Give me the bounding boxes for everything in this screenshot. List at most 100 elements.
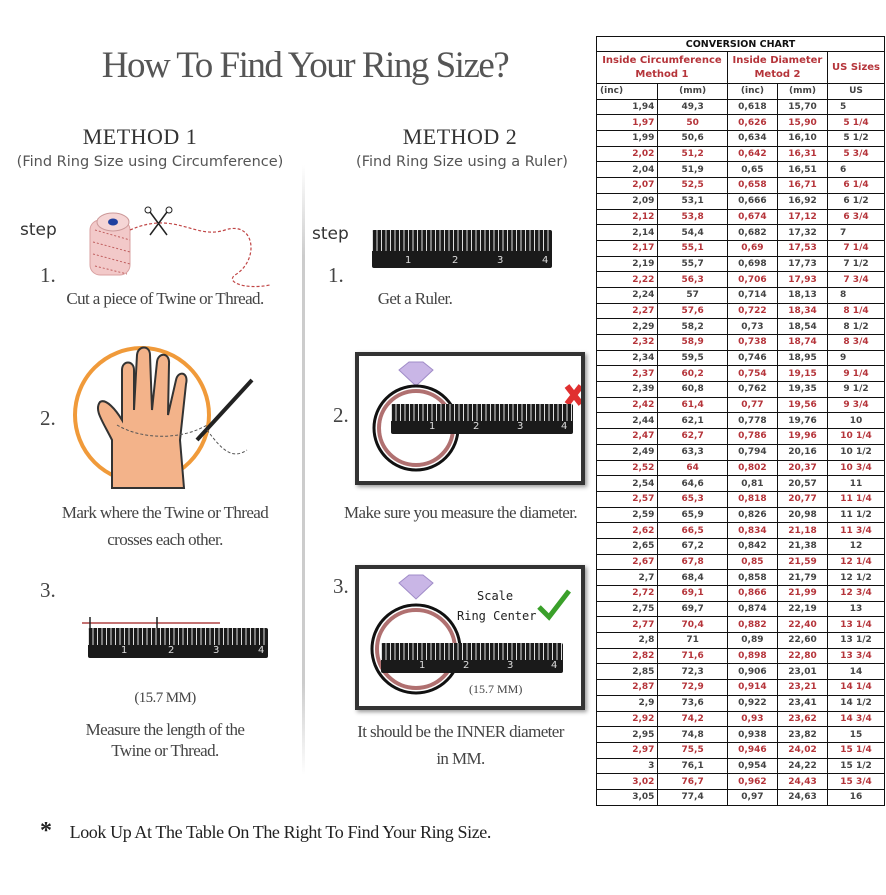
- ruler-icon: 1 2 3 4: [391, 404, 573, 434]
- circ-inch-cell: 2,29: [595, 318, 659, 335]
- circ-inch-cell: 2,37: [595, 365, 659, 383]
- diam-mm-cell: 18,34: [776, 302, 829, 320]
- method2-heading: METHOD 2: [402, 124, 518, 149]
- us-size-cell: 7 3/4: [827, 271, 885, 288]
- ruler-number: 3: [213, 645, 220, 656]
- circ-mm-cell: 76,7: [657, 773, 728, 790]
- us-size-cell: 15 1/4: [827, 741, 885, 759]
- diam-mm-cell: 19,56: [776, 396, 829, 414]
- diam-mm-cell: 20,37: [776, 459, 829, 477]
- hand-measure-icon: [73, 346, 254, 489]
- circ-mm-cell: 61,4: [657, 396, 728, 414]
- table-row: 2,62 66,5 0,834 21,18 11 3/4: [595, 522, 885, 539]
- thread-marked-icon: [82, 617, 220, 628]
- diam-inch-cell: 0,962: [726, 773, 778, 790]
- us-size-cell: 15: [827, 726, 885, 743]
- table-row: 2,04 51,9 0,65 16,51 6: [595, 161, 885, 179]
- table-row: 2,8 71 0,89 22,60 13 1/2: [595, 632, 885, 649]
- diam-inch-cell: 0,81: [726, 475, 778, 492]
- diam-mm-cell: 18,54: [776, 318, 829, 335]
- circ-mm-cell: 57,6: [657, 302, 728, 320]
- circ-mm-cell: 67,2: [657, 537, 728, 555]
- diam-mm-cell: 19,15: [776, 365, 829, 383]
- diam-mm-cell: 18,95: [776, 349, 829, 367]
- footer-note: * Look Up At The Table On The Right To Fi…: [40, 818, 491, 845]
- diam-inch-cell: 0,618: [726, 98, 778, 116]
- diam-inch-cell: 0,898: [726, 647, 778, 665]
- diam-inch-cell: 0,858: [726, 569, 778, 586]
- us-size-cell: 7 1/2: [827, 255, 885, 273]
- method1-subtitle: (Find Ring Size using Circumference): [16, 154, 284, 170]
- table-row: 2,57 65,3 0,818 20,77 11 1/4: [595, 490, 885, 508]
- table-row: 2,65 67,2 0,842 21,38 12: [595, 537, 885, 555]
- circ-mm-cell: 53,1: [657, 192, 728, 210]
- circ-inch-cell: 2,92: [595, 710, 659, 728]
- circ-mm-cell: 63,3: [657, 443, 728, 461]
- circ-inch-cell: 2,19: [595, 255, 659, 273]
- table-row: 2,09 53,1 0,666 16,92 6 1/2: [595, 192, 885, 210]
- diam-inch-cell: 0,69: [726, 239, 778, 257]
- table-row: 2,59 65,9 0,826 20,98 11 1/2: [595, 506, 885, 524]
- ring-center-label: Ring Center: [457, 609, 537, 623]
- circ-inch-cell: 3,05: [595, 788, 659, 806]
- table-row: 3,05 77,4 0,97 24,63 16: [595, 788, 885, 806]
- diam-mm-cell: 17,53: [776, 239, 829, 257]
- diam-inch-cell: 0,762: [726, 381, 778, 398]
- us-size-cell: 13 1/4: [827, 616, 885, 634]
- group2-line1: Inside Diameter: [732, 54, 823, 66]
- diam-inch-cell: 0,866: [726, 585, 778, 602]
- unit-header: US: [827, 83, 885, 100]
- column-divider: [302, 165, 305, 775]
- diam-mm-cell: 20,57: [776, 475, 829, 492]
- table-row: 2,37 60,2 0,754 19,15 9 1/4: [595, 365, 885, 383]
- diam-mm-cell: 17,93: [776, 271, 829, 288]
- table-row: 2,29 58,2 0,73 18,54 8 1/2: [595, 318, 885, 335]
- diam-inch-cell: 0,794: [726, 443, 778, 461]
- table-row: 2,87 72,9 0,914 23,21 14 1/4: [595, 679, 885, 696]
- table-row: 2,24 57 0,714 18,13 8: [595, 286, 885, 304]
- circ-inch-cell: 2,9: [595, 694, 659, 712]
- diam-inch-cell: 0,802: [726, 459, 778, 477]
- table-row: 2,07 52,5 0,658 16,71 6 1/4: [595, 177, 885, 194]
- diam-mm-cell: 22,60: [776, 632, 829, 649]
- diam-mm-cell: 15,70: [776, 98, 829, 116]
- circ-mm-cell: 74,2: [657, 710, 728, 728]
- table-row: 2,9 73,6 0,922 23,41 14 1/2: [595, 694, 885, 712]
- us-size-cell: 12 1/4: [827, 553, 885, 571]
- circ-inch-cell: 2,95: [595, 726, 659, 743]
- circ-mm-cell: 59,5: [657, 349, 728, 367]
- m1-step1-number: 1.: [40, 263, 56, 287]
- diam-inch-cell: 0,666: [726, 192, 778, 210]
- circ-inch-cell: 2,87: [595, 679, 659, 696]
- ruler-number: 1: [429, 421, 436, 432]
- diam-mm-cell: 19,35: [776, 381, 829, 398]
- circ-inch-cell: 2,67: [595, 553, 659, 571]
- us-size-cell: 10 3/4: [827, 459, 885, 477]
- table-row: 2,39 60,8 0,762 19,35 9 1/2: [595, 381, 885, 398]
- circ-inch-cell: 2,52: [595, 459, 659, 477]
- circ-inch-cell: 2,27: [595, 302, 659, 320]
- diam-inch-cell: 0,946: [726, 741, 778, 759]
- diam-inch-cell: 0,922: [726, 694, 778, 712]
- us-size-cell: 6 1/4: [827, 177, 885, 194]
- ruler-number: 2: [452, 255, 459, 266]
- ruler-number: 3: [497, 255, 504, 266]
- diam-mm-cell: 21,38: [776, 537, 829, 555]
- diam-mm-cell: 21,18: [776, 522, 829, 539]
- circ-inch-cell: 2,14: [595, 224, 659, 241]
- group-header-diameter: Inside Diameter Metod 2: [726, 51, 829, 84]
- diam-inch-cell: 0,682: [726, 224, 778, 241]
- circ-inch-cell: 2,47: [595, 428, 659, 445]
- us-size-cell: 12: [827, 537, 885, 555]
- table-row: 2,19 55,7 0,698 17,73 7 1/2: [595, 255, 885, 273]
- circ-inch-cell: 2,44: [595, 412, 659, 430]
- diam-inch-cell: 0,658: [726, 177, 778, 194]
- circ-inch-cell: 2,8: [595, 632, 659, 649]
- circ-mm-cell: 73,6: [657, 694, 728, 712]
- us-size-cell: 10 1/4: [827, 428, 885, 445]
- m2-step1-text: Get a Ruler.: [377, 289, 453, 308]
- table-row: 2,02 51,2 0,642 16,31 5 3/4: [595, 145, 885, 163]
- method2-step-label: step: [312, 224, 349, 244]
- diam-mm-cell: 19,76: [776, 412, 829, 430]
- diam-mm-cell: 21,99: [776, 585, 829, 602]
